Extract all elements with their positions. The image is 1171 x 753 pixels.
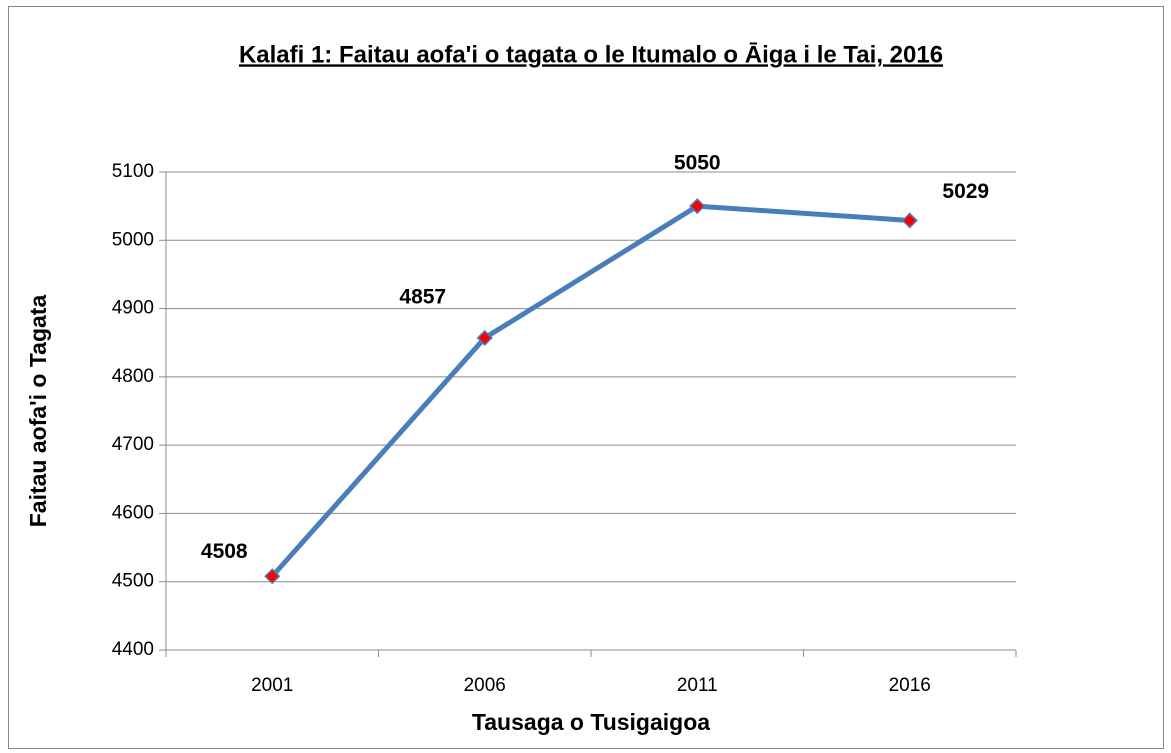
x-tick-label: 2011 bbox=[677, 675, 718, 696]
y-axis-title: Faitau aofa'i o Tagata bbox=[25, 295, 51, 528]
marker bbox=[264, 568, 281, 585]
chart-title: Kalafi 1: Faitau aofa'i o tagata o le It… bbox=[239, 41, 943, 68]
y-tick-label: 5000 bbox=[112, 229, 154, 250]
data-label: 4857 bbox=[399, 285, 446, 308]
x-tick-label: 2016 bbox=[889, 675, 931, 696]
y-tick-label: 4700 bbox=[112, 434, 154, 455]
y-tick-label: 4600 bbox=[112, 502, 154, 523]
x-tick-label: 2001 bbox=[251, 675, 293, 696]
chart-border bbox=[8, 6, 1164, 749]
marker bbox=[476, 329, 493, 346]
data-label: 4508 bbox=[201, 540, 248, 563]
y-tick-label: 5100 bbox=[112, 161, 154, 182]
data-label: 5029 bbox=[942, 180, 989, 203]
data-label: 5050 bbox=[674, 152, 721, 175]
marker bbox=[689, 198, 706, 215]
x-axis-title: Tausaga o Tusigaigoa bbox=[472, 709, 710, 735]
y-tick-label: 4500 bbox=[112, 571, 154, 592]
y-tick-label: 4900 bbox=[112, 298, 154, 319]
x-tick-label: 2006 bbox=[464, 675, 506, 696]
marker bbox=[901, 212, 918, 229]
y-tick-label: 4400 bbox=[112, 639, 154, 660]
y-tick-label: 4800 bbox=[112, 366, 154, 387]
line bbox=[270, 203, 910, 578]
